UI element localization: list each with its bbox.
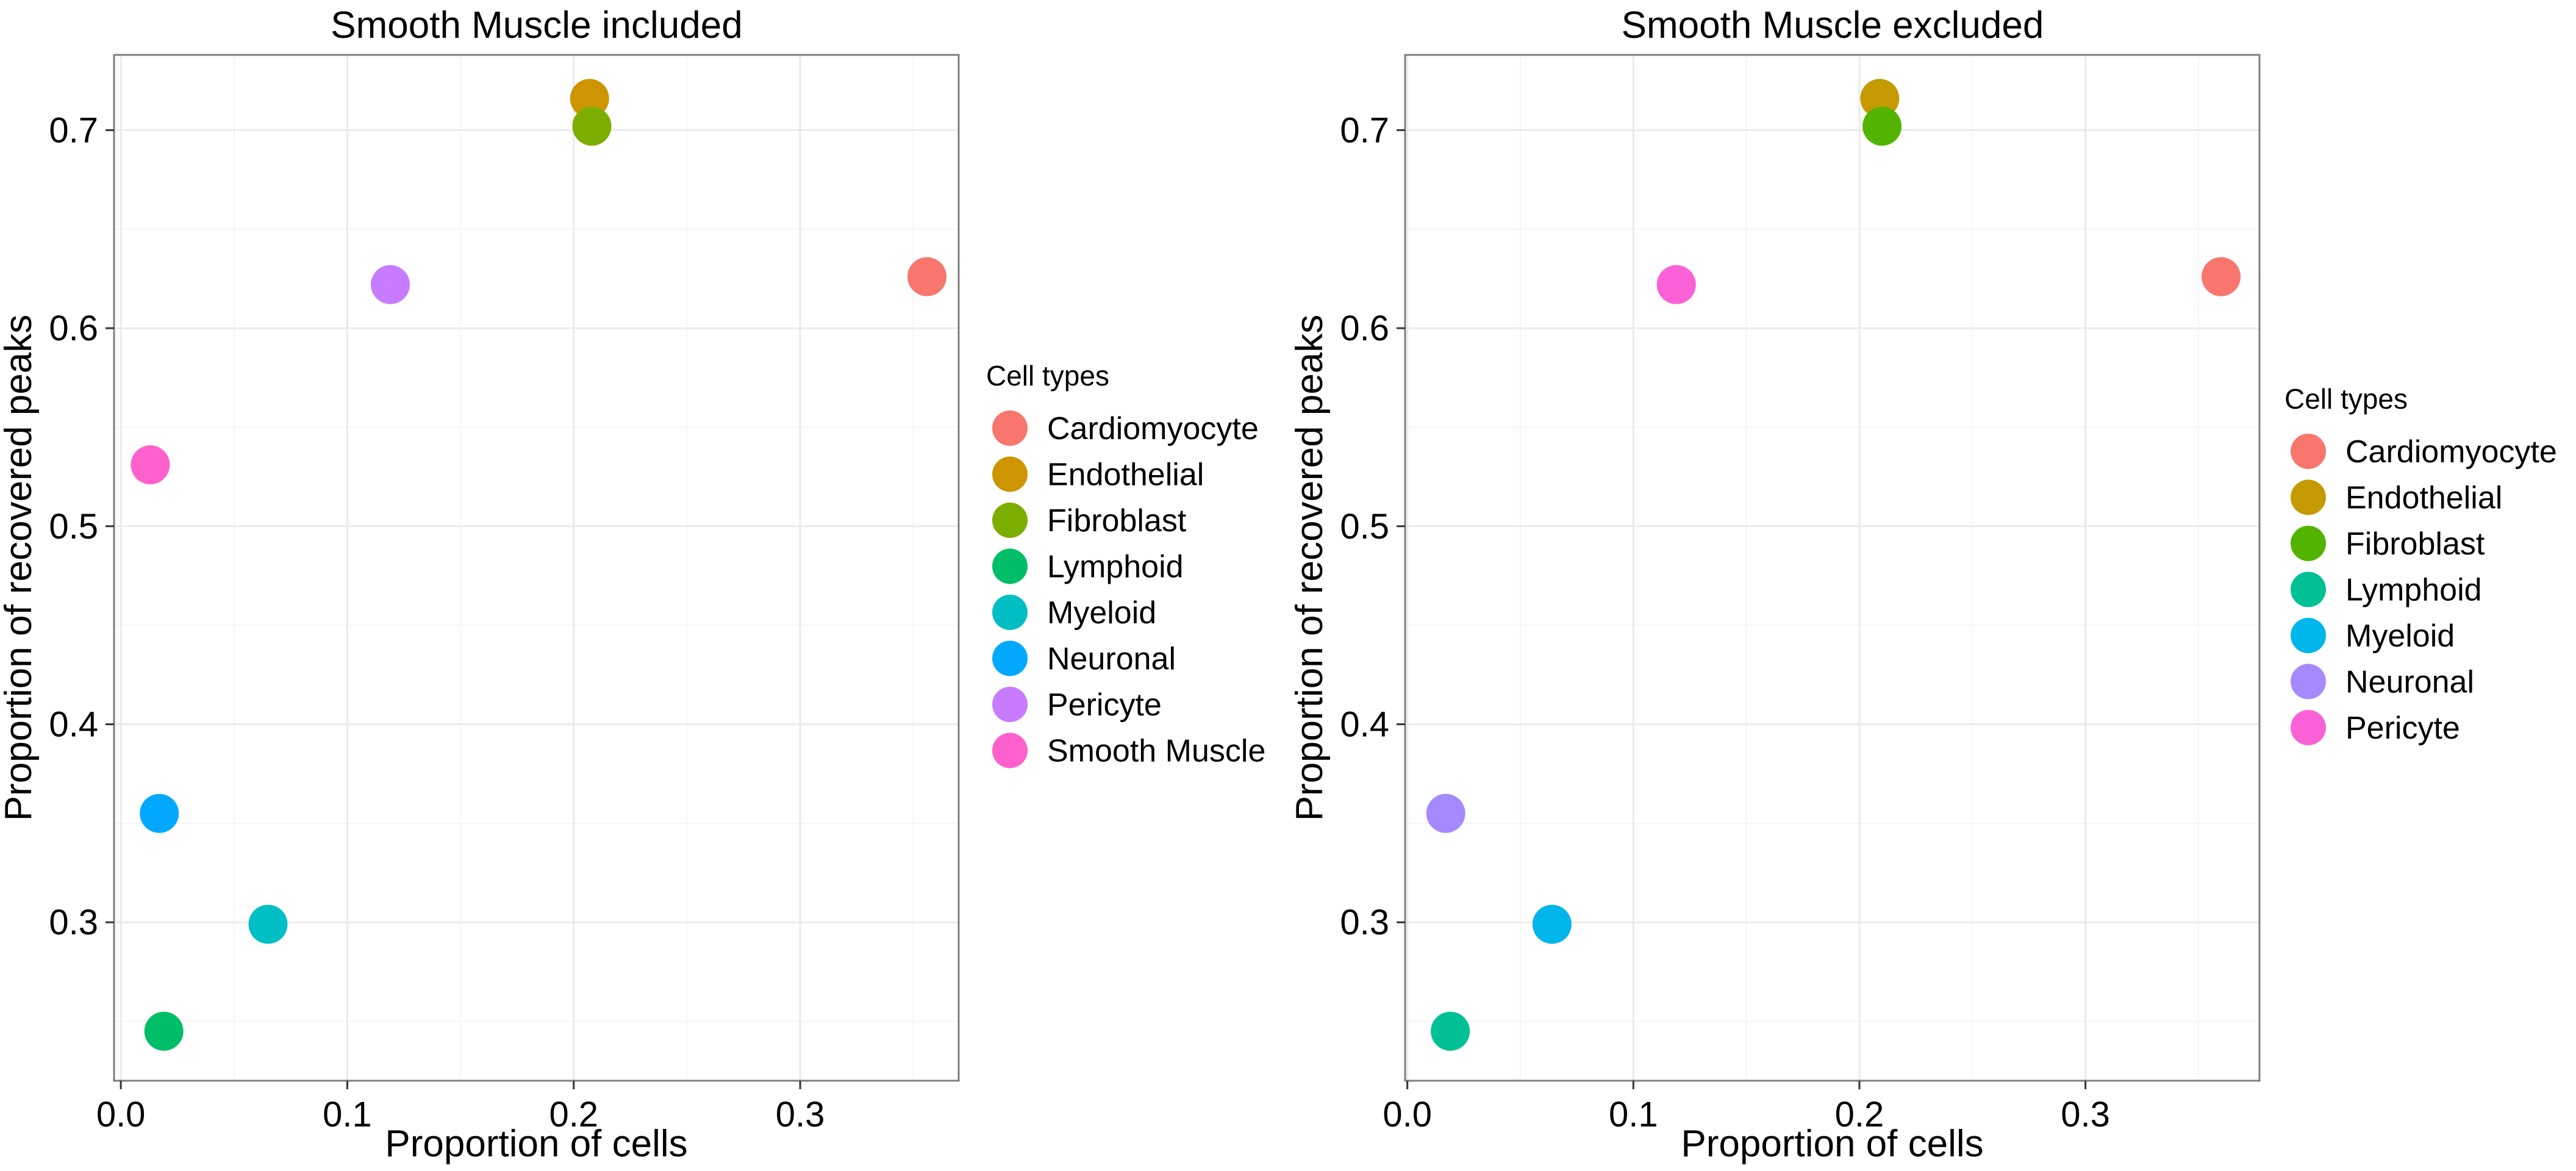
legend: Cell types Cardiomyocyte Endothelial Fibrob… bbox=[986, 360, 1265, 769]
y-tick-label: 0.3 bbox=[49, 903, 98, 942]
legend-label-neuronal: Neuronal bbox=[2345, 665, 2474, 700]
legend-label-neuronal: Neuronal bbox=[1047, 642, 1176, 677]
chart-panel-2: 0.0 0.1 0.2 0.3 0.3 0.4 0.5 0.6 0.7 Smooth Muscle… bbox=[1289, 4, 2557, 1165]
y-axis-title: Proportion of recovered peaks bbox=[1289, 315, 1331, 822]
y-axis-title: Proportion of recovered peaks bbox=[0, 315, 40, 822]
point-fibroblast bbox=[1862, 106, 1902, 146]
legend-label-lymphoid: Lymphoid bbox=[1047, 550, 1184, 585]
point-neuronal bbox=[140, 793, 179, 833]
legend-key-cardiomyocyte bbox=[992, 410, 1028, 446]
point-myeloid bbox=[1532, 904, 1572, 944]
legend: Cell types Cardiomyocyte Endothelial Fibrob… bbox=[2284, 383, 2557, 746]
x-tick-label: 0.2 bbox=[549, 1095, 598, 1134]
legend-label-myeloid: Myeloid bbox=[1047, 595, 1156, 631]
legend-label-pericyte: Pericyte bbox=[2345, 711, 2460, 746]
data-points bbox=[1426, 79, 2241, 1051]
legend-label-lymphoid: Lymphoid bbox=[2345, 573, 2482, 608]
x-tick-label: 0.2 bbox=[1835, 1095, 1884, 1134]
x-tick-label: 0.0 bbox=[1383, 1095, 1432, 1134]
legend-label-fibroblast: Fibroblast bbox=[1047, 503, 1187, 539]
data-points bbox=[131, 79, 947, 1051]
y-tick-label: 0.7 bbox=[1340, 110, 1389, 150]
x-axis-title: Proportion of cells bbox=[385, 1123, 687, 1165]
gridlines bbox=[114, 55, 959, 1081]
point-lymphoid bbox=[1431, 1011, 1470, 1051]
chart-title: Smooth Muscle excluded bbox=[1622, 4, 2044, 46]
gridlines bbox=[1405, 55, 2259, 1081]
point-pericyte bbox=[1656, 265, 1696, 304]
y-tick-label: 0.6 bbox=[49, 309, 98, 348]
legend-label-endothelial: Endothelial bbox=[2345, 481, 2502, 516]
x-axis-title: Proportion of cells bbox=[1681, 1123, 1983, 1165]
plot-background bbox=[114, 55, 959, 1081]
legend-key-endothelial bbox=[992, 456, 1028, 492]
legend-key-fibroblast bbox=[2291, 526, 2326, 561]
legend-key-neuronal bbox=[992, 640, 1028, 676]
y-tick-label: 0.4 bbox=[49, 705, 98, 745]
x-tick-label: 0.3 bbox=[776, 1095, 825, 1134]
y-tick-label: 0.3 bbox=[1340, 903, 1389, 942]
x-tick-label: 0.3 bbox=[2061, 1095, 2110, 1134]
point-myeloid bbox=[248, 904, 288, 944]
y-tick-label: 0.7 bbox=[49, 110, 98, 150]
y-tick-label: 0.6 bbox=[1340, 309, 1389, 348]
legend-key-pericyte bbox=[2291, 710, 2326, 745]
legend-label-myeloid: Myeloid bbox=[2345, 618, 2455, 654]
legend-label-cardiomyocyte: Cardiomyocyte bbox=[1047, 411, 1259, 446]
legend-key-pericyte bbox=[992, 687, 1028, 722]
point-smooth-muscle bbox=[131, 445, 170, 485]
legend-key-myeloid bbox=[2291, 618, 2326, 653]
y-tick-label: 0.5 bbox=[1340, 507, 1389, 546]
panel-border bbox=[1404, 54, 2261, 1082]
legend-title: Cell types bbox=[986, 360, 1109, 392]
point-neuronal bbox=[1426, 793, 1465, 833]
legend-key-smooth-muscle bbox=[992, 732, 1028, 768]
point-lymphoid bbox=[144, 1011, 184, 1051]
legend-key-lymphoid bbox=[992, 548, 1028, 584]
legend-title: Cell types bbox=[2284, 383, 2408, 415]
x-tick-label: 0.0 bbox=[96, 1095, 146, 1134]
legend-key-neuronal bbox=[2291, 664, 2326, 700]
point-pericyte bbox=[371, 265, 410, 304]
point-fibroblast bbox=[572, 106, 612, 146]
x-tick-label: 0.1 bbox=[1609, 1095, 1658, 1134]
y-tick-label: 0.4 bbox=[1340, 705, 1389, 745]
point-cardiomyocyte bbox=[2201, 257, 2241, 296]
legend-key-myeloid bbox=[992, 595, 1028, 630]
legend-label-endothelial: Endothelial bbox=[1047, 457, 1204, 493]
legend-label-smooth-muscle: Smooth Muscle bbox=[1047, 734, 1265, 769]
legend-key-fibroblast bbox=[992, 503, 1028, 538]
legend-key-cardiomyocyte bbox=[2291, 434, 2326, 469]
panel-border bbox=[113, 54, 960, 1082]
legend-label-cardiomyocyte: Cardiomyocyte bbox=[2345, 434, 2557, 470]
legend-label-fibroblast: Fibroblast bbox=[2345, 526, 2485, 562]
point-cardiomyocyte bbox=[907, 257, 947, 296]
y-tick-label: 0.5 bbox=[49, 507, 98, 546]
legend-label-pericyte: Pericyte bbox=[1047, 687, 1162, 723]
legend-key-lymphoid bbox=[2291, 571, 2326, 607]
x-tick-label: 0.1 bbox=[323, 1095, 372, 1134]
legend-key-endothelial bbox=[2291, 479, 2326, 515]
chart-title: Smooth Muscle included bbox=[331, 4, 742, 46]
chart-panel-1: 0.0 0.1 0.2 0.3 0.3 0.4 0.5 0.6 0.7 Smooth Muscle… bbox=[0, 4, 1265, 1165]
